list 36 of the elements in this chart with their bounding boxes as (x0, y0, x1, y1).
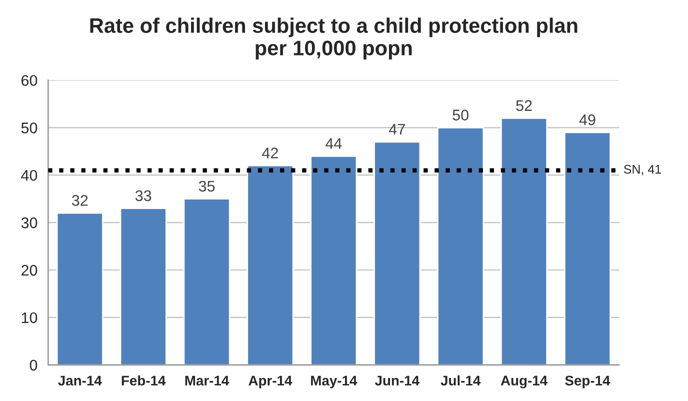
data-label: 42 (262, 148, 278, 158)
x-tick-label: Feb-14 (122, 375, 166, 386)
bar (310, 155, 358, 365)
x-tick-label: Jun-14 (374, 376, 420, 386)
x-tick-label: Apr-14 (248, 376, 292, 388)
x-tick-label: May-14 (311, 376, 358, 388)
bar (564, 132, 612, 365)
y-tick-label: 30 (21, 217, 38, 228)
data-label: 49 (579, 114, 596, 126)
bar (437, 126, 484, 365)
x-tick-label: Sep-14 (565, 376, 610, 388)
x-tick-label: Mar-14 (185, 376, 230, 386)
ref-line-label: SN, 41 (624, 164, 661, 176)
chart-title: Rate of children subject to a child protection plan per 10,000 popn (90, 18, 578, 60)
x-tick-label: Jul-14 (440, 375, 481, 386)
bar (374, 141, 421, 365)
data-label: 32 (72, 195, 88, 206)
data-label: 50 (452, 110, 468, 120)
data-label: 35 (198, 180, 215, 192)
bar (500, 117, 548, 365)
y-tick-label: 40 (21, 170, 38, 181)
bar (183, 198, 230, 365)
x-tick-label: Jan-14 (58, 376, 102, 386)
bar (120, 208, 167, 365)
bar (56, 212, 104, 365)
data-label: 52 (516, 100, 532, 111)
data-label: 47 (388, 124, 405, 135)
y-tick-label: 50 (21, 122, 38, 134)
x-tick-label: Aug-14 (500, 376, 548, 388)
bar (246, 164, 294, 365)
y-tick-label: 60 (22, 75, 38, 86)
data-label: 44 (326, 138, 342, 149)
y-tick-label: 10 (22, 312, 38, 324)
y-tick-label: 20 (22, 264, 38, 276)
data-label: 33 (135, 190, 152, 202)
y-tick-label: 0 (30, 360, 38, 371)
